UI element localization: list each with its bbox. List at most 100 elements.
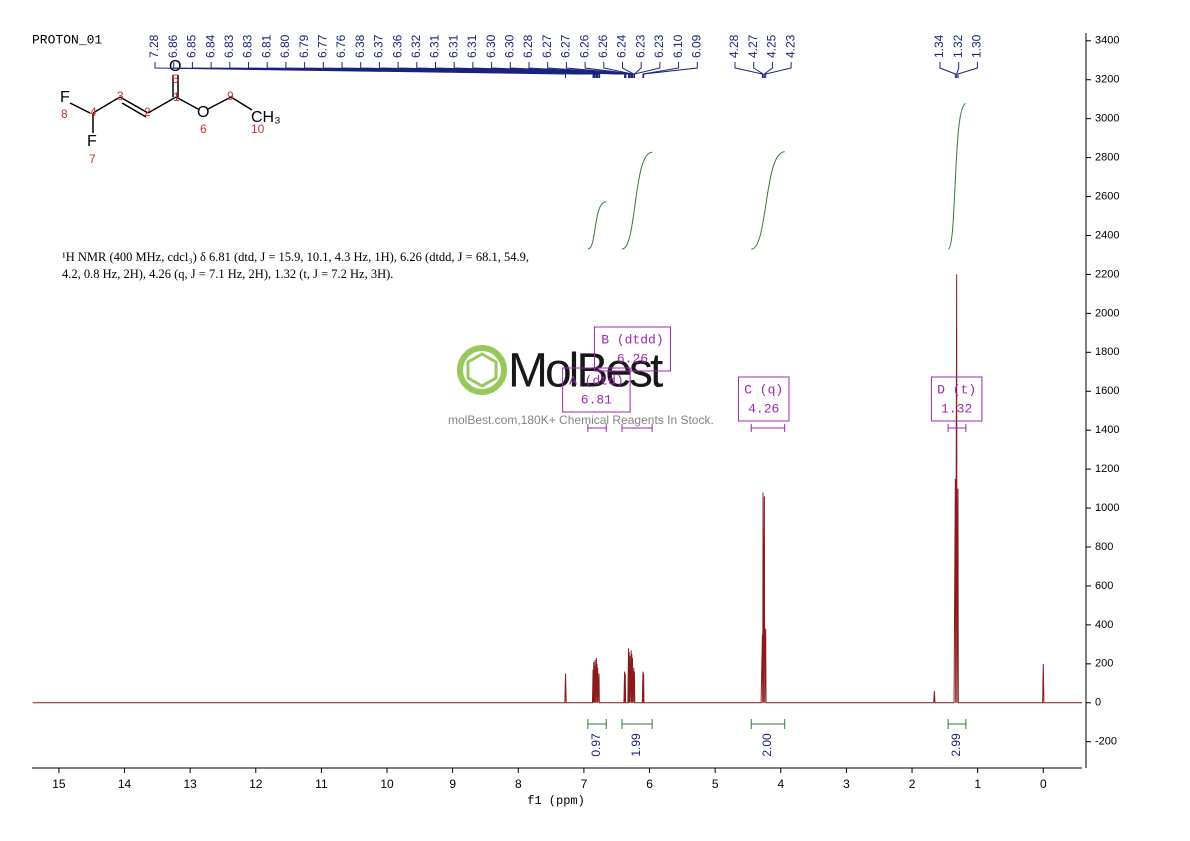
peak-label: 1.34 <box>932 34 946 58</box>
peak-label: 6.26 <box>596 34 610 58</box>
y-tick-label: 1000 <box>1095 502 1119 514</box>
atom-number: 2 <box>144 105 151 119</box>
multiplet-shift: 6.81 <box>581 392 612 407</box>
integral-label: 2.00 <box>760 733 774 757</box>
multiplet-label: C (q) <box>744 382 783 397</box>
atom-number: 4 <box>90 105 97 119</box>
x-tick-label: 1 <box>974 777 981 791</box>
peak-label: 6.32 <box>409 34 423 58</box>
peak-label: 1.30 <box>970 34 984 58</box>
peak-label: 6.30 <box>502 34 516 58</box>
y-tick-label: 1800 <box>1095 346 1119 358</box>
peak-label: 6.27 <box>559 34 573 58</box>
x-tick-label: 12 <box>249 777 263 791</box>
y-tick-label: 2800 <box>1095 152 1119 164</box>
peak-connector <box>765 62 792 78</box>
peak-connector <box>763 62 773 78</box>
peak-label: 6.10 <box>671 34 685 58</box>
integral-bar <box>750 719 786 729</box>
y-tick-label: 1400 <box>1095 424 1119 436</box>
y-tick-label: 3200 <box>1095 74 1119 86</box>
atom-number: 7 <box>89 152 96 166</box>
chart-title: PROTON_01 <box>32 32 102 47</box>
x-tick-label: 2 <box>909 777 916 791</box>
peak-connector <box>622 62 635 78</box>
spectrum-line <box>32 274 1082 704</box>
integral-bar <box>587 719 607 729</box>
peak-label: 6.36 <box>390 34 404 58</box>
peak-label: 6.28 <box>521 34 535 58</box>
peak-label: 6.30 <box>484 34 498 58</box>
peak-connector <box>956 62 960 78</box>
description: 4.2, 0.8 Hz, 2H), 4.26 (q, J = 7.1 Hz, 2… <box>62 267 393 281</box>
peak-label: 7.28 <box>147 34 161 58</box>
atom-number: 6 <box>200 122 207 136</box>
peak-connector <box>528 62 632 78</box>
multiplet-range <box>750 424 786 432</box>
watermark-tagline: molBest.com,180K+ Chemical Reagents In S… <box>448 413 714 427</box>
peak-label: 4.25 <box>765 34 779 58</box>
peak-label: 6.37 <box>372 34 386 58</box>
peak-label: 6.23 <box>633 34 647 58</box>
multiplet-shift: 1.32 <box>941 401 972 416</box>
x-axis-label: f1 (ppm) <box>527 794 585 808</box>
peak-label: 1.32 <box>951 34 965 58</box>
multiplet-box <box>737 376 790 422</box>
x-tick-label: 9 <box>449 777 456 791</box>
integral-label: 2.99 <box>949 733 963 757</box>
peak-label: 6.76 <box>334 34 348 58</box>
multiplet-range <box>947 424 967 432</box>
integral-label: 1.99 <box>629 733 643 757</box>
peak-connector <box>633 62 642 78</box>
peak-label: 6.83 <box>241 34 255 58</box>
integral-label: 0.97 <box>589 733 603 757</box>
peak-label: 6.23 <box>652 34 666 58</box>
peak-connector <box>643 62 698 78</box>
peak-connector <box>633 62 661 78</box>
peak-label: 6.38 <box>353 34 367 58</box>
y-tick-label: -200 <box>1095 736 1117 748</box>
atom-numbers: 1 2 3 4 5 6 7 8 9 10 <box>61 72 265 166</box>
peak-label: 6.83 <box>222 34 236 58</box>
y-tick-label: 800 <box>1095 541 1113 553</box>
molecule <box>69 75 253 133</box>
peak-connector <box>753 62 764 78</box>
y-tick-label: 1600 <box>1095 385 1119 397</box>
integral-curve <box>947 103 967 250</box>
atom: O <box>169 58 181 75</box>
peak-label: 6.84 <box>203 34 217 58</box>
x-tick-label: 10 <box>380 777 394 791</box>
y-tick-label: 2200 <box>1095 268 1119 280</box>
y-tick-label: 2000 <box>1095 307 1119 319</box>
multiplet-label: B (dtdd) <box>601 332 663 347</box>
peak-connector <box>565 62 633 78</box>
peak-label: 6.85 <box>185 34 199 58</box>
x-tick-label: 15 <box>52 777 66 791</box>
peak-connector <box>939 62 956 78</box>
peak-label: 6.86 <box>166 34 180 58</box>
atom: F <box>87 133 97 150</box>
peak-label: 6.24 <box>615 34 629 58</box>
y-tick-label: 3000 <box>1095 113 1119 125</box>
y-tick-label: 200 <box>1095 658 1113 670</box>
peak-label: 6.31 <box>428 34 442 58</box>
peak-label: 6.79 <box>297 34 311 58</box>
peak-label: 4.23 <box>783 34 797 58</box>
multiplet-box <box>930 376 983 422</box>
peak-label: 6.27 <box>540 34 554 58</box>
integral-bar <box>947 719 967 729</box>
x-tick-label: 4 <box>777 777 784 791</box>
atom-labels: F F O O CH₃ <box>60 58 281 150</box>
peak-connector <box>509 62 631 78</box>
description: ¹H NMR (400 MHz, cdcl₃) δ 6.81 (dtd, J =… <box>62 250 529 264</box>
atom: O <box>197 104 209 121</box>
multiplet-shift: 4.26 <box>748 401 779 416</box>
y-tick-label: 2600 <box>1095 190 1119 202</box>
x-tick-label: 6 <box>646 777 653 791</box>
y-tick-label: 3400 <box>1095 35 1119 47</box>
atom-number: 9 <box>227 89 234 103</box>
atom: CH₃ <box>251 109 281 126</box>
peak-label: 6.31 <box>446 34 460 58</box>
x-tick-label: 14 <box>118 777 132 791</box>
